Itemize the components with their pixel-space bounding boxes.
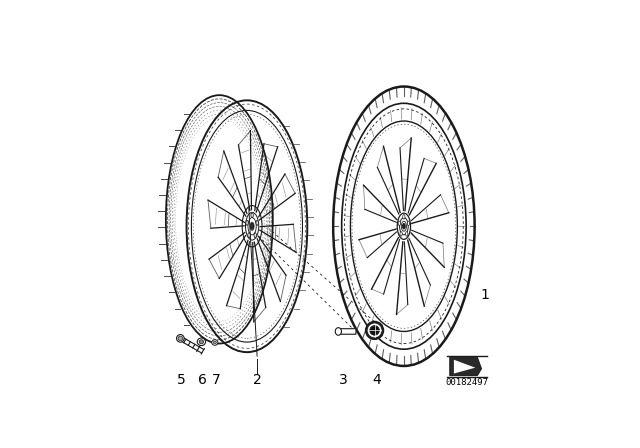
Ellipse shape [403,224,405,229]
Text: 7: 7 [211,373,220,387]
Ellipse shape [407,221,410,225]
Ellipse shape [335,327,342,335]
Polygon shape [450,358,481,375]
Ellipse shape [212,340,218,345]
Ellipse shape [199,340,204,344]
Text: 5: 5 [177,373,186,387]
Text: 2: 2 [253,373,262,387]
Ellipse shape [406,232,408,236]
Ellipse shape [197,338,205,345]
Text: 1: 1 [481,288,490,302]
Ellipse shape [368,324,381,337]
Ellipse shape [400,232,402,236]
Ellipse shape [401,221,406,231]
Ellipse shape [370,326,380,335]
Polygon shape [454,360,476,374]
Ellipse shape [213,341,216,344]
Ellipse shape [398,221,401,225]
Text: 6: 6 [198,373,207,387]
Ellipse shape [365,322,383,340]
Ellipse shape [251,223,253,229]
Ellipse shape [397,213,410,239]
Ellipse shape [177,335,184,342]
Ellipse shape [403,215,405,219]
Ellipse shape [251,213,253,218]
Text: 4: 4 [372,373,381,387]
Ellipse shape [248,233,250,237]
FancyBboxPatch shape [340,329,356,334]
Text: 3: 3 [339,373,348,387]
Ellipse shape [246,220,248,225]
Ellipse shape [254,233,257,237]
Ellipse shape [256,220,259,225]
Ellipse shape [178,336,182,340]
Text: 00182497: 00182497 [445,378,488,387]
Ellipse shape [399,218,408,235]
